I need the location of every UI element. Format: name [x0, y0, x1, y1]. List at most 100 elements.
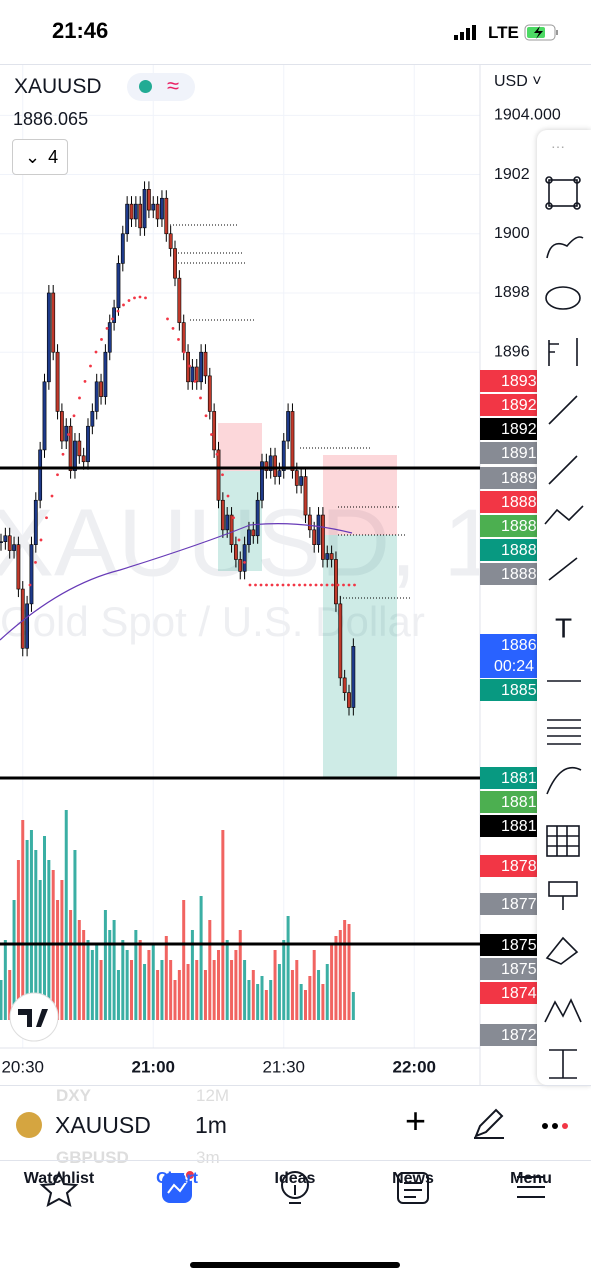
candle — [73, 440, 77, 471]
price-label: 1875 — [501, 961, 537, 978]
network: LTE — [488, 23, 519, 42]
price-label: 1892 — [501, 421, 537, 438]
interval[interactable]: 1m — [195, 1112, 227, 1138]
candle — [55, 351, 60, 412]
drawing-toolbar: ⋯ T — [537, 130, 591, 1085]
volume-bar — [86, 940, 90, 1020]
x-tick-label: 20:30 — [1, 1057, 44, 1076]
volume-bar — [260, 976, 264, 1020]
sar-dot — [28, 583, 32, 587]
candle — [281, 440, 286, 471]
price-label: 1874 — [501, 985, 537, 1002]
sar-dot — [56, 473, 59, 477]
add-button[interactable]: + — [405, 1100, 427, 1141]
indicators-toggle[interactable]: ⌄ 4 — [12, 139, 68, 175]
candle — [247, 529, 251, 545]
candle — [59, 411, 64, 442]
more-button[interactable] — [540, 1116, 574, 1136]
price-label-box — [480, 958, 537, 980]
price-label-box — [480, 1024, 537, 1046]
price-label-box — [480, 563, 537, 585]
currency[interactable]: USD ˅ — [494, 73, 542, 90]
candle — [307, 514, 312, 531]
candle — [7, 535, 12, 551]
price-label-box — [480, 418, 537, 440]
candle — [120, 233, 125, 264]
volume-bar — [99, 960, 103, 1020]
price-label: 1877 — [501, 896, 537, 913]
sar-dot — [39, 538, 43, 542]
candle — [251, 529, 256, 537]
sar-dot — [353, 583, 356, 587]
price-label: 1886 — [501, 637, 537, 654]
candle — [220, 499, 225, 531]
sar-dot — [166, 317, 169, 321]
volume-bar — [190, 930, 194, 1020]
candle — [42, 381, 47, 451]
symbol: XAUUSD — [14, 75, 102, 98]
volume-bar — [247, 980, 251, 1020]
y-tick-label: 1898 — [494, 284, 530, 301]
volume-bar — [16, 860, 20, 1020]
sar-dot — [320, 583, 323, 587]
price-label-box — [480, 982, 537, 1004]
candle — [312, 529, 317, 545]
sar-dot — [72, 414, 76, 418]
candle — [194, 366, 199, 383]
svg-text:⋯: ⋯ — [551, 139, 565, 155]
volume-bar — [77, 920, 81, 1020]
price-label-box — [480, 491, 537, 513]
candle — [90, 411, 95, 427]
volume-bar — [121, 940, 125, 1020]
price-label: 1888 — [501, 566, 537, 583]
tab-ideas[interactable]: Ideas — [274, 1170, 316, 1187]
candle — [334, 559, 338, 605]
price-label-box — [480, 370, 537, 392]
sar-dot — [303, 583, 307, 587]
candle — [199, 351, 204, 383]
sar-dot — [292, 583, 296, 587]
sar-dot — [144, 296, 147, 300]
sar-dot — [314, 583, 318, 587]
tab-bar — [0, 1160, 591, 1281]
volume-bar — [334, 936, 338, 1020]
candle — [320, 514, 325, 560]
behind-interval: 3m — [196, 1148, 220, 1167]
price-label-box — [480, 515, 537, 537]
y-tick-label: 1900 — [494, 225, 530, 242]
candle — [207, 375, 212, 412]
candle — [133, 203, 138, 220]
x-tick-label: 21:30 — [262, 1057, 305, 1076]
tab-menu[interactable]: Menu — [510, 1170, 552, 1187]
price-label-box — [480, 634, 537, 656]
price-label-box — [480, 442, 537, 464]
price-label: 1892 — [501, 397, 537, 414]
tab-news[interactable]: News — [392, 1170, 434, 1187]
symbol[interactable]: XAUUSD — [55, 1112, 151, 1138]
behind-symbol: GBPUSD — [56, 1148, 129, 1167]
draw-button[interactable] — [470, 1106, 510, 1142]
candle — [142, 189, 147, 229]
candle — [303, 476, 308, 516]
tab-chart[interactable]: Chart — [156, 1170, 198, 1187]
price-label: 1888 — [501, 542, 537, 559]
sar-dot — [215, 452, 219, 456]
logo — [9, 992, 59, 1042]
candle — [125, 203, 130, 235]
clock: 21:46 — [52, 18, 109, 43]
candle — [338, 603, 343, 679]
sar-dot — [204, 414, 208, 418]
candle — [12, 544, 16, 551]
sar-dot — [177, 338, 180, 341]
sar-dot — [34, 561, 37, 564]
candle — [38, 449, 43, 501]
tab-watchlist[interactable]: Watchlist — [23, 1170, 95, 1187]
sar-dot — [232, 516, 235, 520]
volume-bar — [351, 992, 355, 1020]
sar-dot — [259, 583, 263, 587]
candle — [138, 203, 143, 229]
price-label: 1875 — [501, 937, 537, 954]
tool-icons: ⋯ T — [544, 139, 584, 1079]
price-label-box — [480, 394, 537, 416]
sar-dot — [298, 583, 301, 587]
